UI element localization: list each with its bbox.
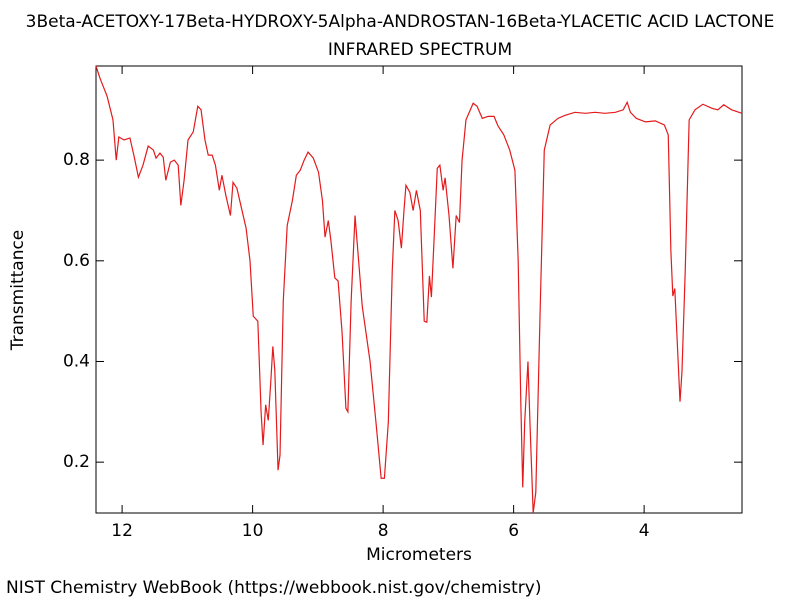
footer: NIST Chemistry WebBook (https://webbook.… <box>6 578 541 598</box>
y-axis-label: Transmittance <box>8 230 28 352</box>
y-tick-label: 0.6 <box>63 251 90 271</box>
plot-frame <box>95 65 743 514</box>
x-tick-label: 6 <box>508 521 519 541</box>
y-tick-label: 0.2 <box>63 452 90 472</box>
spectrum-line <box>95 65 743 514</box>
y-tick-label: 0.4 <box>63 351 90 371</box>
x-tick-label: 8 <box>378 521 389 541</box>
x-tick-label: 10 <box>242 521 264 541</box>
x-tick-label: 4 <box>639 521 650 541</box>
x-axis-label: Micrometers <box>366 545 472 565</box>
x-tick-label: 12 <box>111 521 133 541</box>
y-tick-label: 0.8 <box>63 150 90 170</box>
chart-title: 3Beta-ACETOXY-17Beta-HYDROXY-5Alpha-ANDR… <box>26 12 775 32</box>
chart-subtitle: INFRARED SPECTRUM <box>328 40 512 60</box>
